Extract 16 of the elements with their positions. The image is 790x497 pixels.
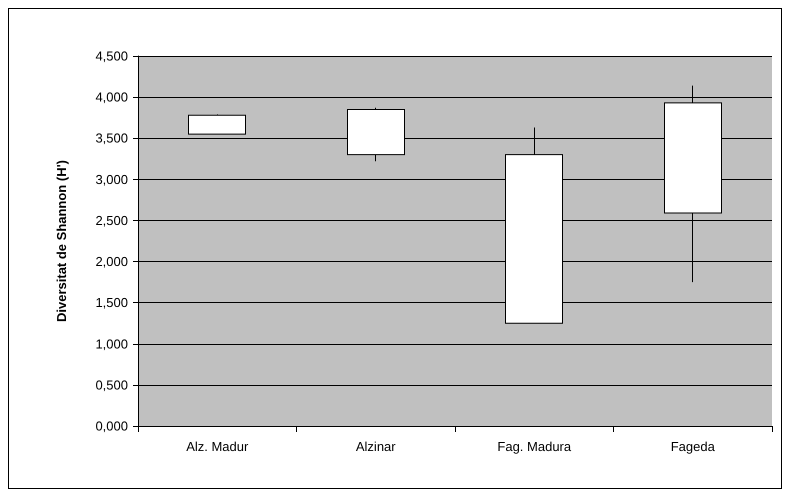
y-tick-label: 3,500 bbox=[95, 130, 128, 146]
x-tick-label: Alzinar bbox=[356, 439, 396, 454]
x-tick-label: Fag. Madura bbox=[497, 439, 572, 454]
candlestick bbox=[188, 114, 246, 135]
y-tick-label: 2,500 bbox=[95, 212, 128, 228]
x-tick-label: Fageda bbox=[670, 439, 716, 454]
y-tick-label: 0,500 bbox=[95, 377, 128, 392]
y-tick-label: 2,000 bbox=[95, 254, 128, 270]
y-tick-label: 1,500 bbox=[95, 295, 128, 310]
y-tick-label: 1,000 bbox=[95, 336, 128, 352]
y-tick-label: 3,000 bbox=[95, 172, 128, 187]
x-tick-label: Alz. Madur bbox=[186, 439, 249, 454]
y-tick-label: 0,000 bbox=[95, 418, 128, 434]
y-tick-label: 4,000 bbox=[95, 90, 128, 105]
y-axis-title: Diversitat de Shannon (H') bbox=[54, 160, 69, 322]
y-tick-label: 4,500 bbox=[95, 48, 128, 64]
